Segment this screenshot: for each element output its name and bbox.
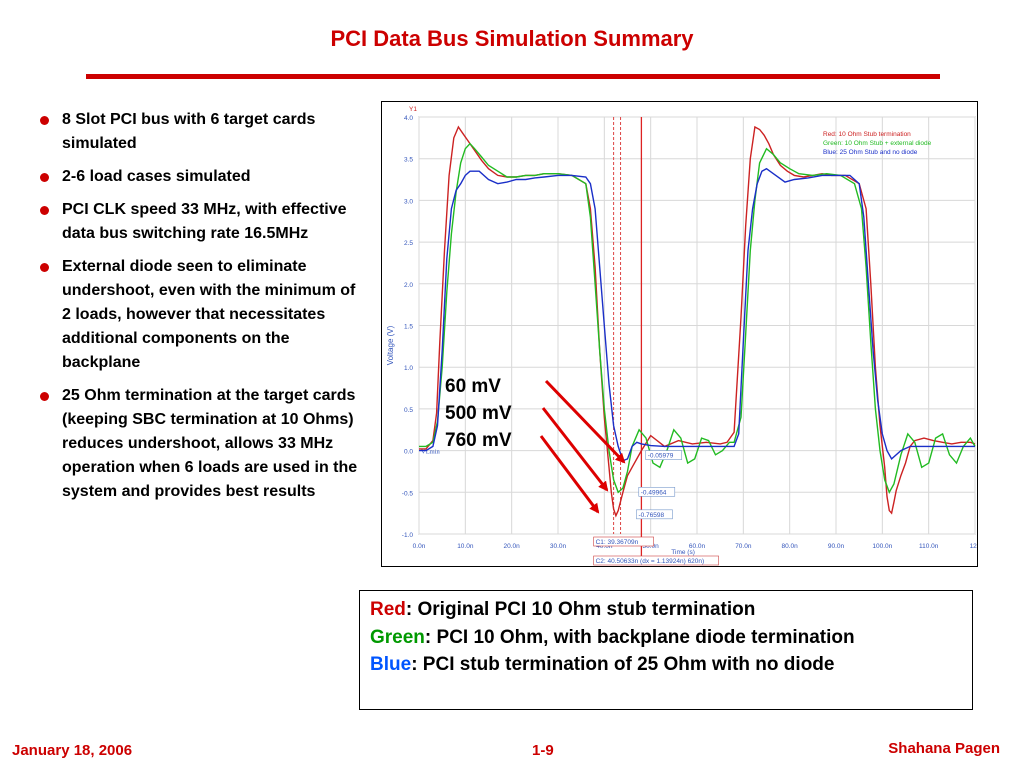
marker-box [645,450,683,460]
c2-readout-box [593,555,719,566]
title-divider [86,74,940,79]
x-tick-label: 0.0n [413,543,426,550]
y-tick-label: 2.5 [404,240,413,247]
x-tick-label: 100.0n [872,543,892,550]
vlmin-label: VLmin [421,449,441,456]
y-tick-label: 1.0 [404,365,413,372]
bullet-dot-icon [40,173,49,182]
bullet-item: PCI CLK speed 33 MHz, with effective dat… [38,198,358,246]
marker-box [638,486,676,497]
legend-text: : PCI 10 Ohm, with backplane diode termi… [424,627,855,648]
legend-color-word: Blue [370,654,412,675]
x-axis-title: Time (s) [671,549,695,556]
footer-date: January 18, 2006 [12,742,133,759]
legend-text: : PCI stub termination of 25 Ohm with no… [411,654,835,675]
waveform-plot: -1.0 -0.5 0.0 0.5 1.0 1.5 2.0 2.5 3.0 3.5 4.0 0.0n 1… [386,106,977,566]
y-tick-label: -1.0 [402,532,414,539]
bullet-text: 25 Ohm termination at the target cards (… [62,387,358,500]
x-tick-label: 120 [970,543,977,550]
bullet-item: External diode seen to eliminate undersh… [38,255,358,375]
marker-box [636,509,673,520]
c1-readout-box [593,536,654,547]
series-red-line [419,125,976,518]
bullet-item: 8 Slot PCI bus with 6 target cards simul… [38,108,358,156]
marker-value-label: -0.76598 [638,512,664,519]
bullet-text: PCI CLK speed 33 MHz, with effective dat… [62,201,347,242]
legend-text: : Original PCI 10 Ohm stub termination [405,599,756,620]
bullet-dot-icon [40,392,49,401]
x-tick-label: 110.0n [919,543,939,550]
y-tick-label: 1.5 [404,324,413,331]
y-axis-marker: Y1 [409,106,417,113]
legend-row-green: Green: PCI 10 Ohm, with backplane diode … [370,627,855,649]
y-tick-label: 3.0 [404,198,413,205]
bullet-list: 8 Slot PCI bus with 6 target cards simul… [38,108,358,513]
waveform-chart: -1.0 -0.5 0.0 0.5 1.0 1.5 2.0 2.5 3.0 3.5 4.0 0.0n 1… [381,101,978,567]
chart-legend-item: Red: 10 Ohm Stub termination [823,131,911,138]
footer-author: Shahana Pagen [888,740,1000,757]
x-tick-label: 40.0n [596,543,613,550]
bullet-dot-icon [40,263,49,272]
legend-row-red: Red: Original PCI 10 Ohm stub terminatio… [370,599,755,621]
y-tick-label: 4.0 [404,115,413,122]
x-tick-label: 10.0n [457,543,474,550]
x-tick-label: 80.0n [782,543,799,550]
bullet-item: 25 Ohm termination at the target cards (… [38,384,358,504]
x-tick-label: 50.0n [643,543,660,550]
legend-color-word: Red [370,599,406,620]
bullet-item: 2-6 load cases simulated [38,165,358,189]
legend-row-blue: Blue: PCI stub termination of 25 Ohm wit… [370,654,834,676]
slide-title: PCI Data Bus Simulation Summary [330,26,694,51]
bullet-dot-icon [40,206,49,215]
bullet-dot-icon [40,116,49,125]
series-green-line [419,142,976,494]
footer-page-number: 1-9 [532,742,554,759]
y-axis-title: Voltage (V) [386,325,395,365]
series-blue-line [419,167,975,462]
x-tick-label: 30.0n [550,543,567,550]
y-tick-label: 0.0 [404,449,413,456]
x-tick-label: 20.0n [504,543,521,550]
chart-legend-item: Green: 10 Ohm Stub + external diode [823,140,932,147]
legend-box: Red: Original PCI 10 Ohm stub terminatio… [359,590,973,710]
chart-legend-item: Blue: 25 Ohm Stub and no diode [823,149,918,156]
y-tick-label: -0.5 [402,490,414,497]
bullet-text: 8 Slot PCI bus with 6 target cards simul… [62,111,316,152]
x-tick-label: 60.0n [689,543,706,550]
y-tick-label: 2.0 [404,282,413,289]
marker-value-label: -0.05979 [648,453,674,460]
legend-color-word: Green [370,627,425,648]
marker-value-label: -0.49964 [641,489,667,496]
x-tick-label: 70.0n [735,543,752,550]
c2-readout: C2: 40.50633n (dx = 1.13924n) 620n) [596,558,705,565]
bullet-text: 2-6 load cases simulated [62,168,251,185]
c1-readout: C1: 39.36709n [596,539,639,546]
y-tick-label: 0.5 [404,407,413,414]
y-tick-label: 3.5 [404,157,413,164]
bullet-text: External diode seen to eliminate undersh… [62,258,356,371]
x-tick-label: 90.0n [828,543,845,550]
